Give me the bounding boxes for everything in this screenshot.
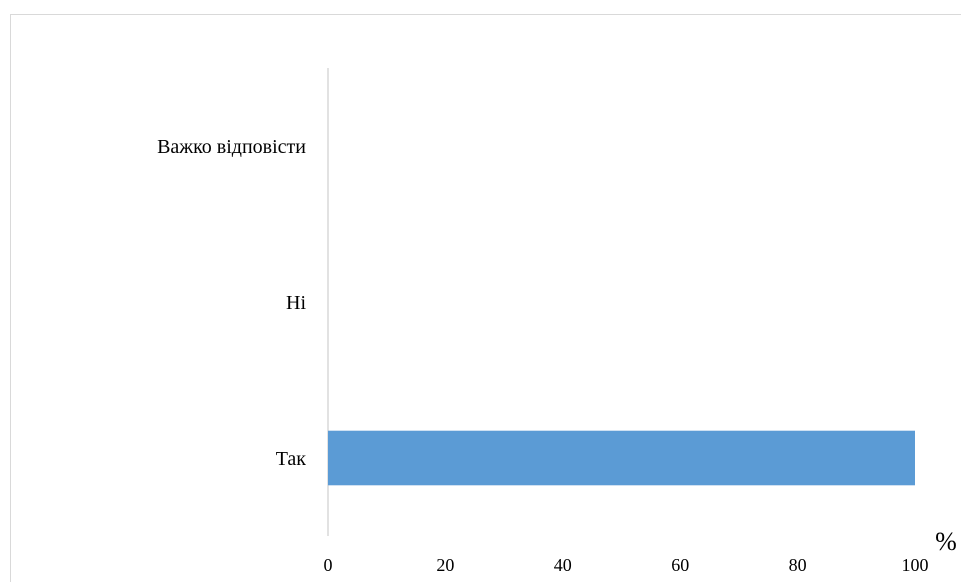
x-tick-label-3: 60 bbox=[671, 555, 689, 575]
x-tick-labels: 0 20 40 60 80 100 bbox=[324, 555, 929, 575]
x-tick-label-0: 0 bbox=[324, 555, 333, 575]
category-label-0: Так bbox=[276, 448, 307, 470]
x-tick-label-5: 100 bbox=[902, 555, 929, 575]
bar-0 bbox=[328, 430, 915, 486]
x-axis-unit-label: % bbox=[935, 527, 957, 556]
bars-group bbox=[328, 430, 915, 486]
x-tick-label-2: 40 bbox=[554, 555, 572, 575]
category-label-2: Важко відповісти bbox=[157, 136, 306, 158]
x-tick-label-4: 80 bbox=[789, 555, 807, 575]
category-labels: Так Ні Важко відповісти bbox=[157, 136, 306, 470]
chart-frame bbox=[10, 14, 961, 582]
x-tick-label-1: 20 bbox=[436, 555, 454, 575]
category-label-1: Ні bbox=[286, 292, 306, 314]
